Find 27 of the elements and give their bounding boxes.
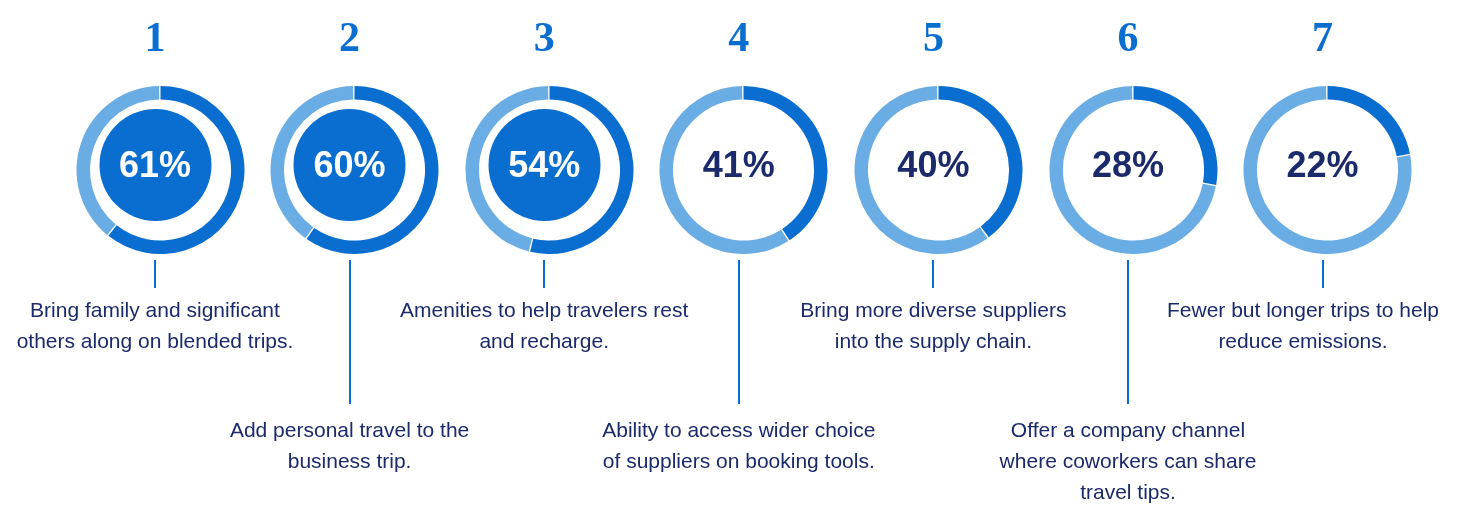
text: 28% <box>1090 143 1166 187</box>
text: 22% <box>1285 143 1360 187</box>
text: 54% <box>507 143 582 187</box>
chart-title: 6 <box>1116 14 1140 60</box>
text: Amenities to help travelers rest and recharge. <box>399 297 690 354</box>
chart-title: 1 <box>143 14 167 60</box>
text: 60% <box>312 143 387 187</box>
donut-slice <box>659 86 789 254</box>
text: 41% <box>701 143 776 187</box>
chart-title: 4 <box>727 14 751 60</box>
text: 40% <box>896 143 971 187</box>
chart-title: 2 <box>338 14 362 60</box>
text: Bring more diverse suppliers into the supply chain. <box>799 297 1068 354</box>
donut-slice <box>1243 86 1412 254</box>
donut-slice <box>854 86 988 254</box>
text: Offer a company channel where coworkers can share travel tips. <box>998 417 1258 505</box>
chart-title: 7 <box>1311 14 1335 60</box>
donut-slice <box>1049 86 1216 254</box>
donut-slice <box>306 86 439 254</box>
chart-title: 5 <box>921 14 945 60</box>
chart-title: 3 <box>532 14 556 60</box>
donut-slice <box>107 86 244 254</box>
text: Fewer but longer trips to help reduce emissions. <box>1166 297 1440 354</box>
text: Add personal travel to the business trip. <box>228 417 471 474</box>
text: 61% <box>117 143 193 187</box>
text: Bring family and significant others along on blended trips. <box>15 297 295 354</box>
text: Ability to access wider choice of suppliers on booking tools. <box>601 417 877 474</box>
